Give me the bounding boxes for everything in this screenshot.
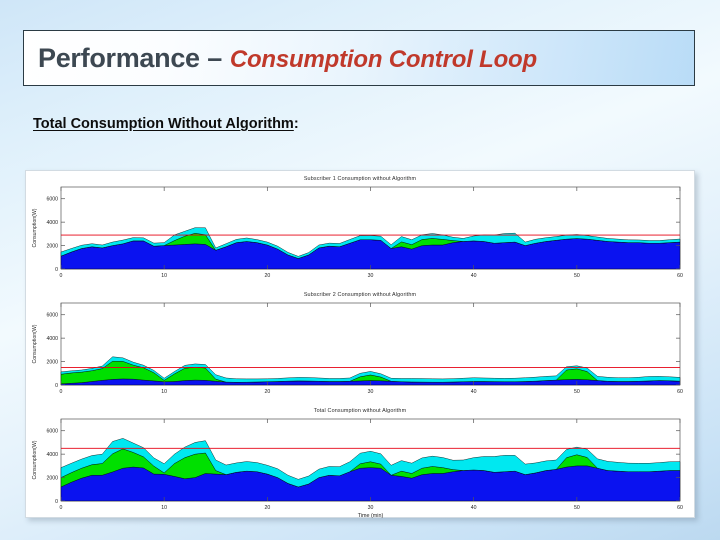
x-tick-label: 10: [161, 505, 167, 511]
x-tick-label: 30: [368, 505, 374, 511]
y-tick-label: 4000: [46, 452, 58, 458]
section-heading-text: Total Consumption Without Algorithm: [33, 116, 294, 132]
page-title-main: Performance: [38, 42, 200, 73]
figure-root: Subscriber 1 Consumption without Algorit…: [26, 171, 694, 519]
y-axis-label: Consumption(W): [32, 208, 38, 247]
y-tick-label: 6000: [46, 313, 58, 319]
page-title: Performance – Consumption Control Loop: [24, 42, 537, 73]
section-heading-colon: :: [293, 116, 299, 132]
page-title-subtitle: Consumption Control Loop: [229, 45, 537, 73]
page-title-dash: –: [207, 42, 223, 73]
x-tick-label: 60: [677, 273, 683, 279]
x-tick-label: 30: [368, 389, 374, 395]
area-cyan-layer: [60, 227, 681, 259]
chart-title-total-consumption: Total Consumption without Algorithm: [313, 408, 407, 414]
y-tick-label: 2000: [46, 244, 58, 250]
chart-title-subscriber-1: Subscriber 1 Consumption without Algorit…: [303, 176, 417, 182]
chart-subscriber-1: Subscriber 1 Consumption without Algorit…: [26, 171, 694, 287]
chart-title-subscriber-2: Subscriber 2 Consumption without Algorit…: [303, 292, 417, 298]
y-axis-label: Consumption(W): [32, 440, 38, 479]
x-tick-label: 10: [161, 273, 167, 279]
x-tick-label: 0: [60, 273, 63, 279]
y-tick-label: 4000: [46, 220, 58, 226]
x-axis-label: Time (min): [358, 513, 384, 519]
chart-total-consumption: Total Consumption without Algorithm 0 2000…: [26, 403, 694, 519]
x-tick-label: 0: [60, 389, 63, 395]
x-tick-label: 60: [677, 389, 683, 395]
x-tick-label: 20: [264, 389, 270, 395]
y-tick-label: 0: [55, 499, 58, 505]
y-tick-label: 0: [55, 267, 58, 273]
chart-svg-subscriber-1: 0 2000 4000 6000 0 10 20 30 40 50 60 Consumption(W): [32, 186, 683, 279]
x-tick-label: 50: [574, 389, 580, 395]
x-tick-label: 40: [471, 273, 477, 279]
x-tick-label: 20: [264, 273, 270, 279]
y-tick-label: 0: [55, 383, 58, 389]
figure-panel: Subscriber 1 Consumption without Algorit…: [25, 170, 695, 519]
x-tick-label: 50: [574, 273, 580, 279]
chart-subscriber-2: Subscriber 2 Consumption without Algorit…: [26, 287, 694, 403]
slide-title-bar: Performance – Consumption Control Loop: [23, 30, 695, 86]
x-tick-label: 40: [471, 389, 477, 395]
y-tick-label: 2000: [46, 360, 58, 366]
y-tick-label: 6000: [46, 197, 58, 203]
x-tick-label: 40: [471, 505, 477, 511]
x-tick-label: 20: [264, 505, 270, 511]
x-tick-label: 0: [60, 505, 63, 511]
y-tick-label: 6000: [46, 429, 58, 435]
section-heading: Total Consumption Without Algorithm:: [33, 116, 299, 132]
x-tick-label: 50: [574, 505, 580, 511]
chart-svg-total-consumption: 0 2000 4000 6000 0 10 20 30 40 50 60 Consumption(W)…: [32, 418, 683, 519]
y-tick-label: 2000: [46, 476, 58, 482]
x-tick-label: 10: [161, 389, 167, 395]
chart-svg-subscriber-2: 0 2000 4000 6000 0 10 20 30 40 50 60 Consumption(W): [32, 302, 683, 395]
area-cyan-layer: [60, 438, 681, 488]
y-axis-label: Consumption(W): [32, 324, 38, 363]
area-cyan-layer: [60, 356, 681, 383]
x-tick-label: 60: [677, 505, 683, 511]
y-tick-label: 4000: [46, 336, 58, 342]
x-tick-label: 30: [368, 273, 374, 279]
